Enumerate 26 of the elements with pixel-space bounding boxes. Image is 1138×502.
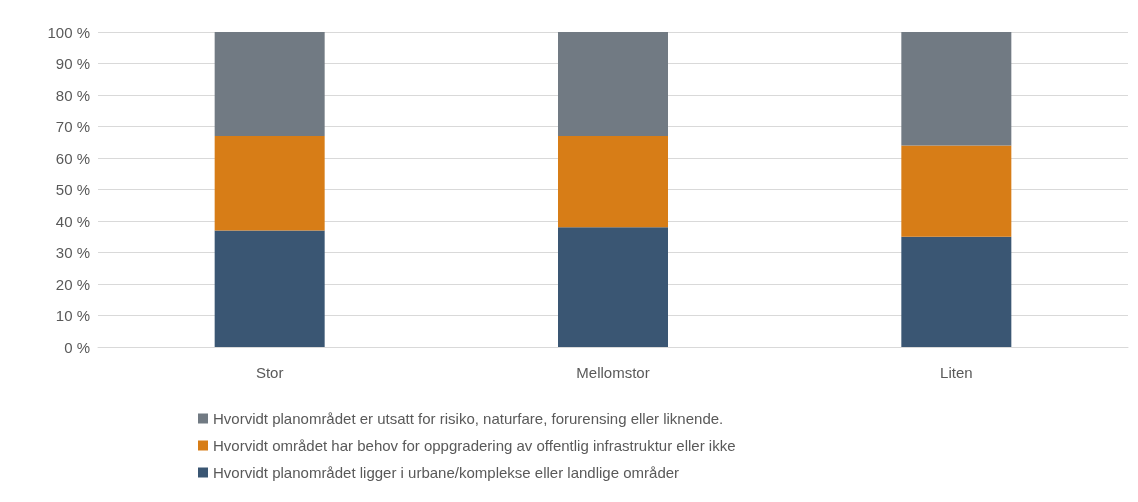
y-tick-label: 30 % xyxy=(55,244,90,261)
bar xyxy=(901,32,1012,146)
bar xyxy=(558,32,668,136)
x-tick-label: Mellomstor xyxy=(576,364,650,381)
y-tick-label: 0 % xyxy=(64,338,90,356)
bar xyxy=(214,32,325,136)
y-tick-label: 40 % xyxy=(55,212,90,230)
y-tick-label: 60 % xyxy=(55,149,90,167)
bar xyxy=(901,236,1012,347)
bar xyxy=(558,135,668,228)
y-tick-label: 100 % xyxy=(47,23,90,41)
x-tick-label: Stor xyxy=(255,364,284,381)
bar xyxy=(558,227,668,347)
legend-label: Hvorvidt planområdet ligger i urbane/komplekse eller landlige områder xyxy=(213,464,680,481)
legend-label: Hvorvidt området har behov for oppgradering av offentlig infrastruktur eller ikke xyxy=(213,437,736,454)
bar xyxy=(901,145,1012,237)
legend-label: Hvorvidt planområdet er utsatt for risiko, naturfare, forurensing eller liknende. xyxy=(213,410,724,427)
x-tick-label: Liten xyxy=(940,364,973,381)
y-tick-label: 90 % xyxy=(55,55,90,72)
bar xyxy=(214,230,325,347)
bar xyxy=(214,135,325,231)
y-tick-label: 20 % xyxy=(55,275,90,293)
y-tick-label: 10 % xyxy=(55,307,90,324)
y-tick-label: 70 % xyxy=(55,118,90,135)
y-tick-label: 50 % xyxy=(55,181,90,198)
y-tick-label: 80 % xyxy=(55,86,90,104)
